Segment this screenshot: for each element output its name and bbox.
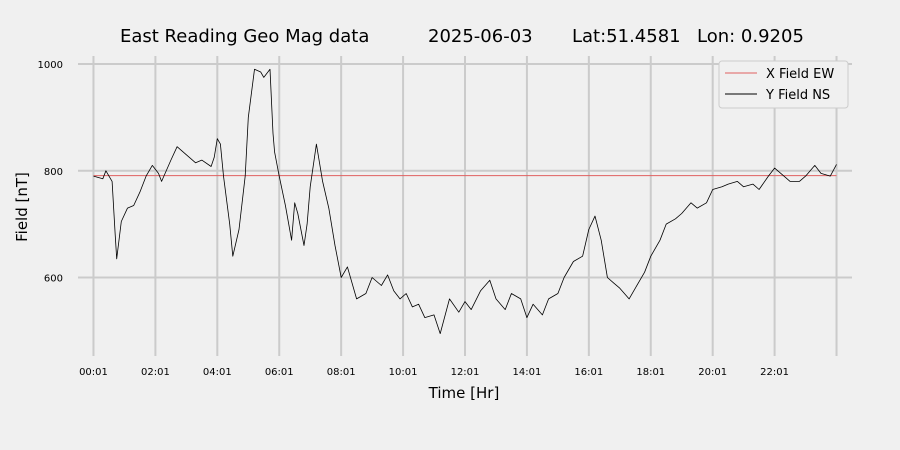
series-lines [93,68,837,335]
chart-legend: X Field EW Y Field NS [718,60,849,109]
y-tick-label: 800 [44,167,63,178]
y-axis-label: Field [nT] [13,172,31,242]
legend-label-y-field: Y Field NS [765,88,830,103]
x-tick-labels: 00:01 02:01 04:01 06:01 08:01 10:01 12:01 14:01… [79,367,789,378]
x-tick-label: 06:01 [265,367,294,378]
chart-title-main: East Reading Geo Mag data [120,26,369,47]
y-tick-label: 600 [44,274,63,285]
legend-label-x-field: X Field EW [766,67,834,82]
x-tick-label: 14:01 [513,367,542,378]
chart-title-lon: Lon: 0.9205 [697,26,804,47]
x-tick-label: 04:01 [203,367,232,378]
series-line-y-field [93,68,837,335]
x-tick-label: 10:01 [389,367,418,378]
x-tick-label: 20:01 [698,367,727,378]
y-tick-label: 1000 [38,60,63,71]
x-tick-label: 16:01 [574,367,603,378]
x-tick-label: 22:01 [760,367,789,378]
x-tick-label: 12:01 [451,367,480,378]
x-axis-label: Time [Hr] [428,384,500,402]
x-tick-label: 08:01 [327,367,356,378]
x-tick-label: 18:01 [636,367,665,378]
chart-title-lat: Lat:51.4581 [572,26,681,47]
chart-title-date: 2025-06-03 [428,26,533,47]
y-tick-labels: 600 800 1000 [38,60,63,285]
x-tick-label: 00:01 [79,367,108,378]
x-tick-label: 02:01 [141,367,170,378]
